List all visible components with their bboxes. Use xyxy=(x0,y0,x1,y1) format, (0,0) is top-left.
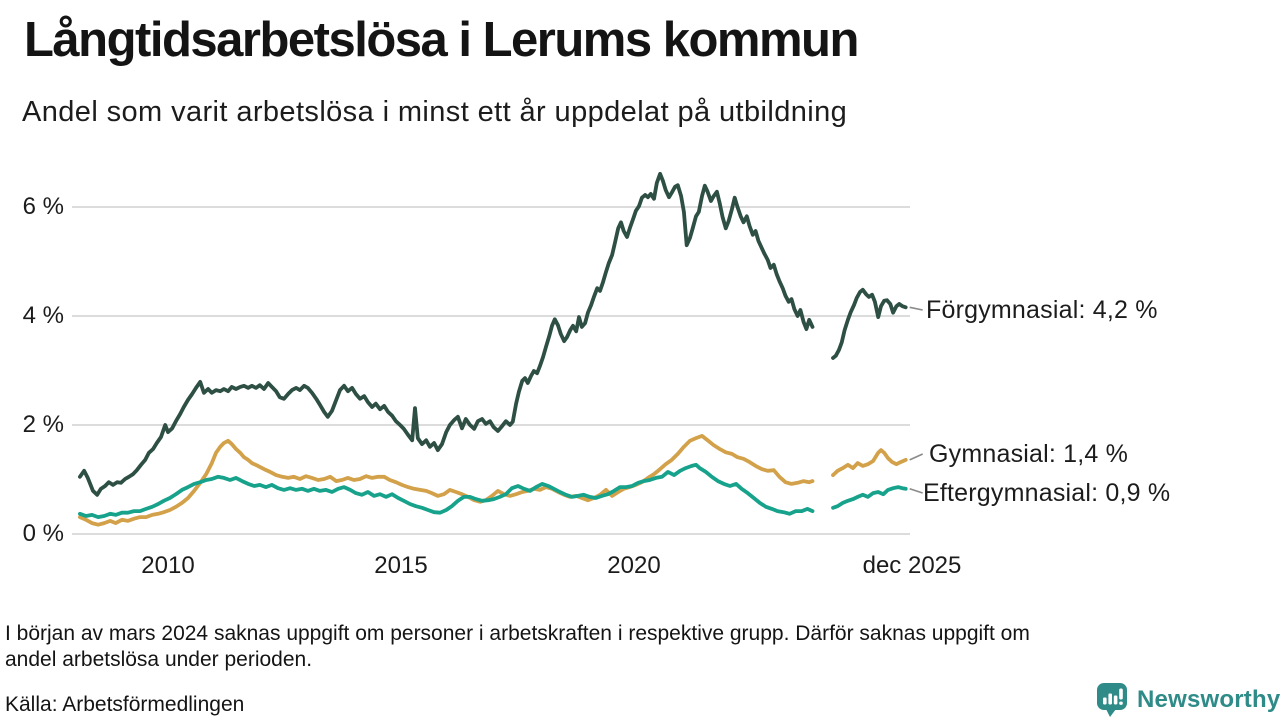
page-title: Långtidsarbetslösa i Lerums kommun xyxy=(24,13,859,67)
series-line-eftergymnasial-seg1 xyxy=(831,485,908,510)
series-label-gymnasial: Gymnasial: 1,4 % xyxy=(929,440,1129,468)
series-line-gymnasial-seg0 xyxy=(78,433,815,527)
newsworthy-logo: Newsworthy xyxy=(1096,682,1280,718)
y-tick-0: 0 % xyxy=(22,520,64,547)
x-tick-2015: 2015 xyxy=(374,552,428,579)
series-line-gymnasial-seg1 xyxy=(831,448,908,478)
y-tick-6: 6 % xyxy=(22,193,64,220)
newsworthy-logo-icon xyxy=(1096,682,1129,718)
x-tick-dec-2025: dec 2025 xyxy=(862,552,962,579)
series-label-eftergymnasial: Eftergymnasial: 0,9 % xyxy=(923,479,1171,507)
label-connector-eftergymnasial xyxy=(909,488,923,494)
label-connector-förgymnasial xyxy=(909,306,923,311)
series-label-forgymnasial: Förgymnasial: 4,2 % xyxy=(926,296,1158,324)
label-connector-gymnasial xyxy=(909,453,924,461)
x-tick-2010: 2010 xyxy=(141,552,195,579)
series-line-förgymnasial-seg1 xyxy=(831,287,908,360)
y-tick-4: 4 % xyxy=(22,302,64,329)
page-subtitle: Andel som varit arbetslösa i minst ett å… xyxy=(22,96,848,128)
source-caption: Källa: Arbetsförmedlingen xyxy=(5,693,245,716)
data-gap-note: I början av mars 2024 saknas uppgift om … xyxy=(5,622,1030,671)
series-line-förgymnasial-seg0 xyxy=(78,171,815,497)
x-tick-2020: 2020 xyxy=(607,552,661,579)
series-line-eftergymnasial-seg0 xyxy=(78,462,815,519)
y-tick-2: 2 % xyxy=(22,411,64,438)
newsworthy-logo-text: Newsworthy xyxy=(1137,686,1280,713)
